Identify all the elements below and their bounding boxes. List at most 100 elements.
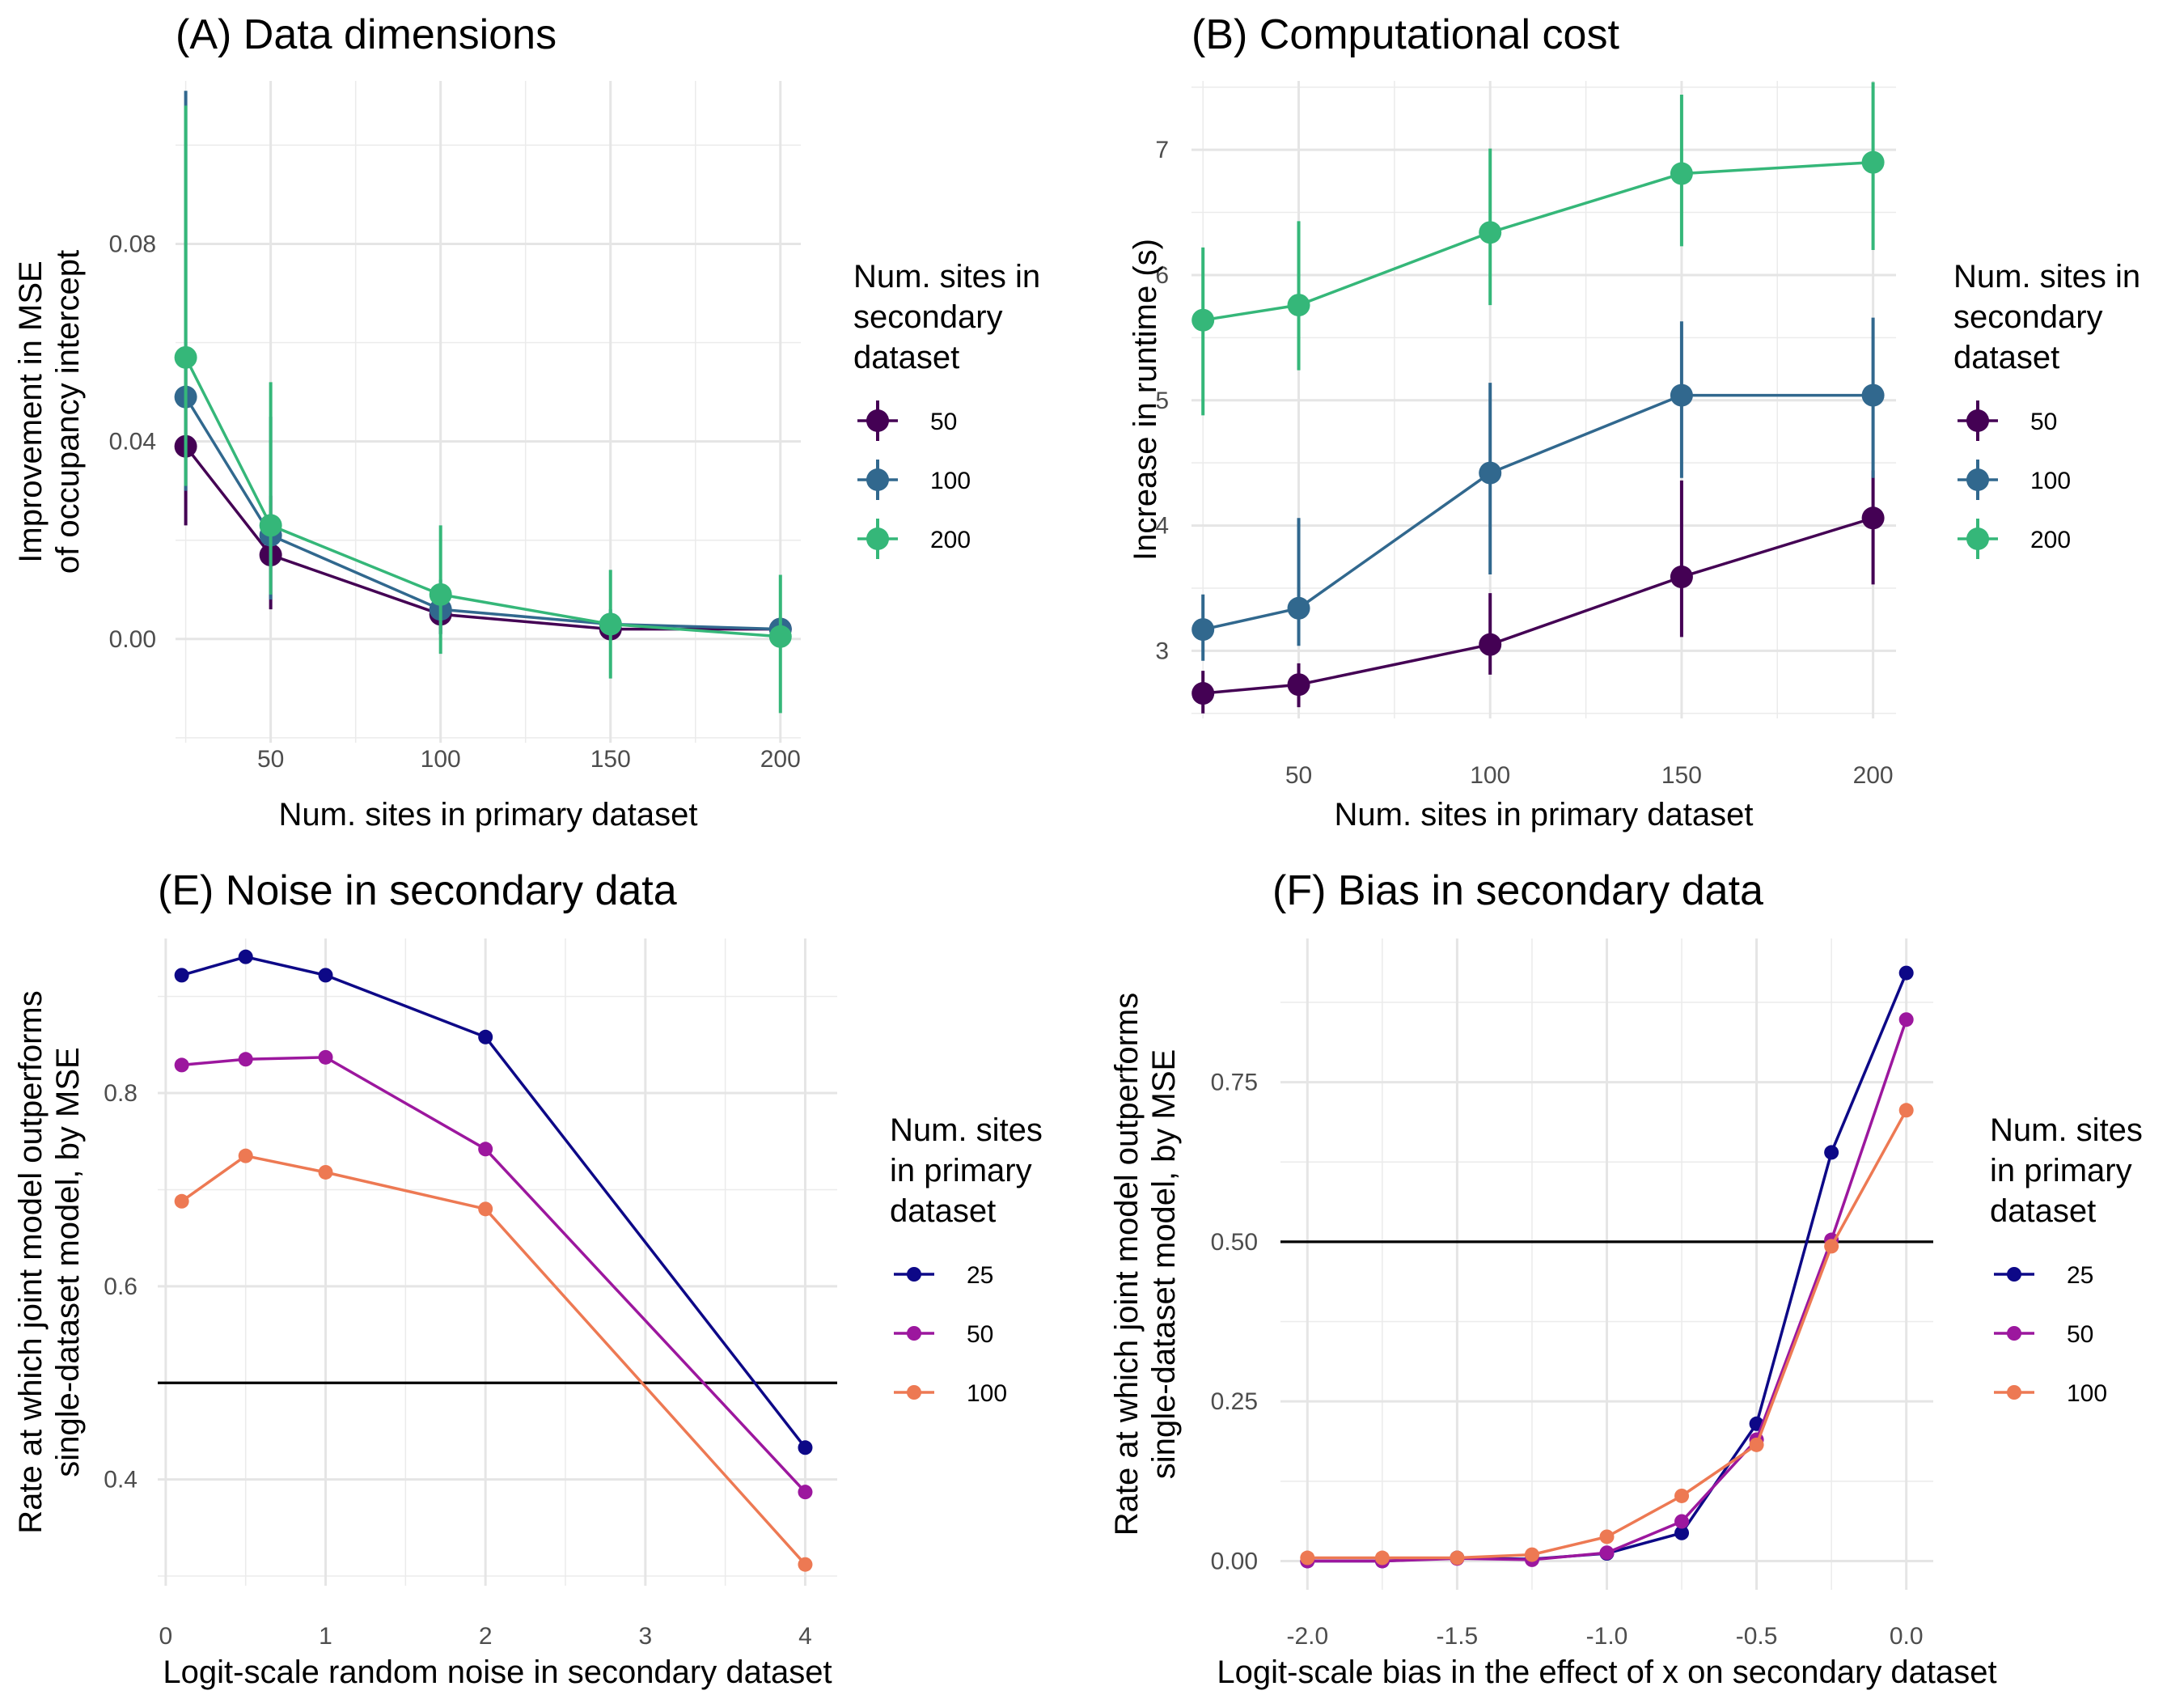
x-tick-label: 100	[421, 746, 461, 773]
legend-item-50: 50	[1958, 400, 2057, 441]
data-point	[1670, 383, 1693, 407]
data-point	[174, 968, 189, 983]
legend-title-line: Num. sites	[890, 1112, 1043, 1148]
data-point	[238, 1148, 253, 1163]
series-50	[174, 1049, 813, 1500]
data-point	[1861, 150, 1885, 174]
data-point	[318, 968, 333, 983]
y-tick-label: 0.6	[104, 1273, 138, 1300]
y-tick-label: 3	[1155, 638, 1169, 664]
series-200	[174, 105, 792, 714]
x-tick-label: -1.0	[1586, 1623, 1628, 1650]
data-point	[1674, 1525, 1690, 1540]
data-point	[1898, 1103, 1914, 1118]
panel-A: 50 100 150 200 0.00 0.04 0.08 (A) Data dimensio…	[13, 11, 1040, 833]
y-axis-label: Increase in runtime (s)	[1128, 239, 1163, 561]
data-point	[599, 612, 622, 636]
x-tick-label: 0	[159, 1623, 173, 1650]
data-point	[478, 1029, 493, 1044]
x-tick-label: 50	[257, 746, 284, 773]
series-25	[174, 949, 813, 1455]
series-line	[181, 1056, 806, 1494]
y-axis-label-line: Rate at which joint model outperforms	[13, 990, 49, 1533]
y-tick-label: 0.8	[104, 1080, 138, 1107]
y-tick-label: 4	[1155, 513, 1169, 540]
data-point	[1898, 965, 1914, 981]
legend-title-line: Num. sites in	[853, 259, 1040, 294]
panel-title: (A) Data dimensions	[176, 11, 557, 58]
legend-label: 100	[2030, 468, 2071, 494]
series-line	[181, 955, 806, 1449]
legend-key-point	[866, 468, 889, 491]
legend-label: 200	[2030, 527, 2071, 553]
data-point	[1479, 221, 1502, 244]
y-axis-label-line: Rate at which joint model outperforms	[1109, 993, 1145, 1536]
x-tick-label: 100	[1470, 762, 1510, 789]
legend-label: 50	[967, 1321, 993, 1348]
data-point	[174, 345, 197, 369]
data-point	[1287, 294, 1310, 317]
legend: Num. sites in secondary dataset 50 100 200	[1953, 259, 2140, 559]
legend-title-line: dataset	[1953, 340, 2059, 375]
legend-item-100: 100	[1958, 460, 2071, 500]
legend-label: 100	[2067, 1380, 2107, 1407]
legend-label: 50	[2067, 1321, 2093, 1348]
legend-item-50: 50	[857, 400, 957, 441]
data-point	[318, 1164, 333, 1180]
data-point	[1450, 1550, 1465, 1566]
legend-key-point	[2007, 1267, 2021, 1282]
x-axis-label: Logit-scale bias in the effect of x on s…	[1217, 1655, 1996, 1690]
legend-title-line: secondary	[1953, 299, 2103, 335]
series-line	[184, 396, 781, 631]
x-tick-label: -1.5	[1437, 1623, 1479, 1650]
x-tick-label: 200	[1853, 762, 1894, 789]
y-axis-label-line: single-dataset model, by MSE	[1146, 1049, 1182, 1479]
legend-label: 50	[2030, 409, 2057, 435]
data-point	[1861, 383, 1885, 407]
y-tick-label: 6	[1155, 262, 1169, 289]
series-line	[180, 1154, 806, 1566]
y-tick-label: 0.04	[109, 429, 156, 455]
data-point	[1479, 633, 1502, 656]
data-point	[798, 1557, 813, 1572]
legend: Num. sites in primary dataset 25 50 100	[1990, 1112, 2143, 1407]
legend-label: 100	[930, 468, 971, 494]
x-tick-label: 3	[638, 1623, 652, 1650]
y-axis-label-line: Improvement in MSE	[13, 261, 49, 562]
series-200	[1191, 82, 1885, 416]
data-point	[1670, 162, 1693, 185]
legend-key-point	[907, 1385, 921, 1400]
x-tick-label: 200	[760, 746, 801, 773]
data-point	[1191, 618, 1215, 642]
data-point	[798, 1440, 813, 1455]
legend-item-50: 50	[1994, 1321, 2093, 1348]
x-tick-label: 150	[590, 746, 631, 773]
series-100	[1191, 317, 1885, 661]
legend-key-point	[2007, 1385, 2021, 1400]
data-point	[1674, 1514, 1690, 1529]
data-point	[1287, 673, 1310, 697]
y-axis-label-line: single-dataset model, by MSE	[50, 1047, 86, 1477]
series-50	[1191, 470, 1885, 714]
legend-title-line: Num. sites in	[1953, 259, 2140, 294]
series-100	[174, 1148, 813, 1572]
legend-label: 25	[2067, 1262, 2093, 1289]
legend-key-point	[907, 1267, 921, 1282]
legend-key-point	[907, 1326, 921, 1341]
data-point	[1300, 1550, 1315, 1566]
data-point	[798, 1485, 813, 1500]
legend-key-point	[1966, 468, 1989, 491]
legend-item-25: 25	[894, 1262, 993, 1289]
y-axis-label-line: Increase in runtime (s)	[1128, 239, 1163, 561]
x-tick-label: 150	[1661, 762, 1702, 789]
legend-label: 100	[967, 1380, 1007, 1407]
legend-label: 50	[930, 409, 957, 435]
legend-title-line: dataset	[853, 340, 959, 375]
panel-E: 0 1 2 3 4 0.4 0.6 0.8 (E) Noise in secondary dat…	[13, 867, 1043, 1690]
series-line	[184, 357, 781, 638]
panel-title: (E) Noise in secondary data	[158, 867, 677, 914]
legend-item-100: 100	[857, 460, 971, 500]
y-tick-label: 5	[1155, 388, 1169, 414]
legend-label: 25	[967, 1262, 993, 1289]
